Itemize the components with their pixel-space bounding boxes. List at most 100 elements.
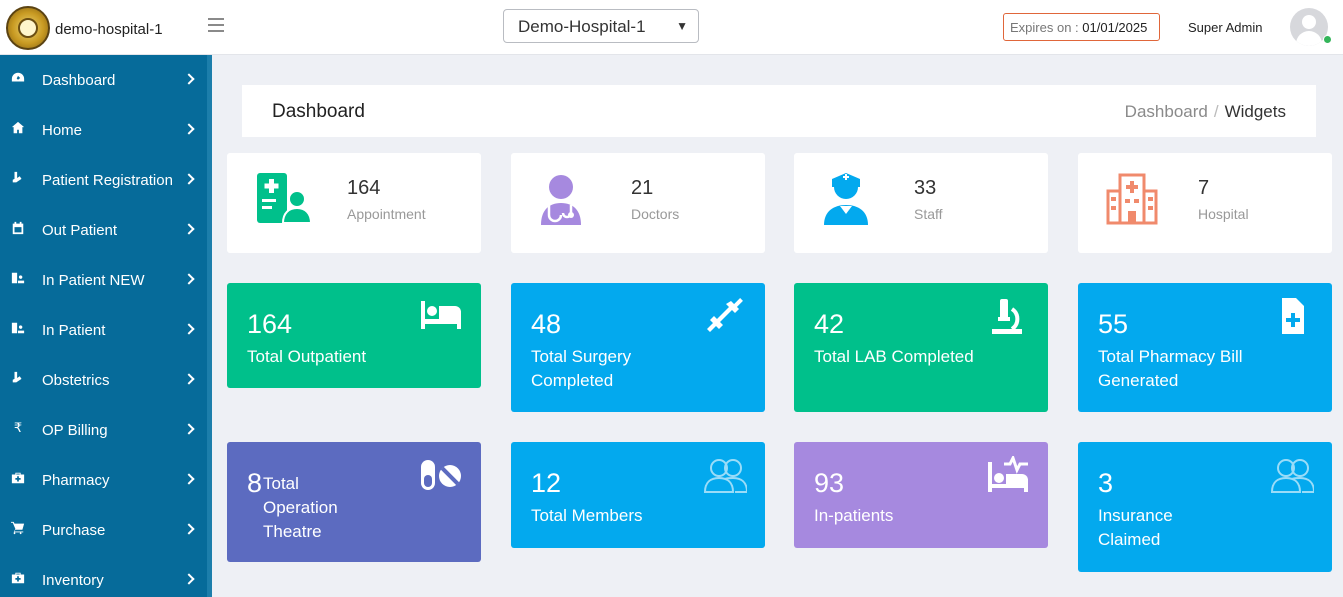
expiry-badge: Expires on : 01/01/2025 [1003,13,1160,41]
sidebar-item-out-patient[interactable]: Out Patient [0,205,207,255]
cart-icon [11,521,25,535]
total-lab-label: Total LAB Completed [814,347,974,366]
chevron-right-icon [183,473,195,485]
chevron-right-icon [183,423,195,435]
home-icon [11,121,25,134]
doctor-icon [541,175,581,225]
total-members-widget[interactable]: 12 Total Members [511,442,765,548]
in-patients-widget[interactable]: 93 In-patients [794,442,1048,548]
chevron-right-icon [183,123,195,135]
top-bar: demo-hospital-1 Demo-Hospital-1 ▼ Expire… [0,0,1343,55]
hospital-count: 7 [1198,177,1210,199]
total-pharmacy-value: 55 [1098,309,1129,339]
chevron-right-icon [183,173,195,185]
obstetrics-icon [12,371,22,383]
nurse-icon [824,173,868,225]
chevron-right-icon [183,323,195,335]
medkit-icon [11,472,25,484]
patient-file-icon [257,173,313,224]
registration-icon [12,171,22,183]
avatar[interactable] [1290,8,1328,46]
page-title: Dashboard [272,101,365,122]
total-operation-theatre-widget[interactable]: 8 Total Operation Theatre [227,442,481,562]
expiry-date: 01/01/2025 [1082,20,1148,35]
hospital-select[interactable]: Demo-Hospital-1 ▼ [503,9,699,43]
procedures-icon [988,456,1028,492]
appointment-count: 164 [347,177,381,199]
sidebar-item-in-patient-new[interactable]: In Patient NEW [0,255,207,305]
page-header: Dashboard Dashboard / Widgets [242,85,1316,137]
total-operation-theatre-value: 8 [247,468,263,498]
bed-user-icon [11,272,25,284]
breadcrumb: Dashboard / Widgets [1124,102,1286,121]
user-name[interactable]: Super Admin [1188,20,1263,35]
total-lab-widget[interactable]: 42 Total LAB Completed [794,283,1048,412]
breadcrumb-widgets: Widgets [1224,102,1286,121]
chevron-right-icon [183,223,195,235]
chevron-right-icon [183,373,195,385]
chevron-down-icon: ▼ [676,19,688,33]
hospital-select-value: Demo-Hospital-1 [518,17,646,36]
users-icon [703,459,747,493]
insurance-claimed-label: Insurance Claimed [1098,506,1173,549]
chevron-right-icon [183,273,195,285]
staff-stat-card[interactable]: 33 Staff [794,153,1048,253]
total-pharmacy-widget[interactable]: 55 Total Pharmacy Bill Generated [1078,283,1332,412]
total-members-value: 12 [531,468,562,498]
appointment-stat-card[interactable]: 164 Appointment [227,153,481,253]
total-outpatient-label: Total Outpatient [247,347,367,366]
hospital-label: Hospital [1198,206,1249,222]
sidebar-item-dashboard[interactable]: Dashboard [0,55,207,105]
insurance-claimed-widget[interactable]: 3 Insurance Claimed [1078,442,1332,572]
pills-icon [421,460,461,490]
online-status-icon [1323,35,1332,44]
total-members-label: Total Members [531,506,643,525]
sidebar-item-obstetrics[interactable]: Obstetrics [0,355,207,405]
users-icon [1270,459,1314,493]
appointment-label: Appointment [347,206,426,222]
sidebar: Dashboard Home Patient Registration Out … [0,55,212,597]
total-surgery-widget[interactable]: 48 Total Surgery Completed [511,283,765,412]
sidebar-item-inventory[interactable]: Inventory [0,555,207,597]
doctors-stat-card[interactable]: 21 Doctors [511,153,765,253]
syringe-icon [707,298,743,332]
sidebar-item-pharmacy[interactable]: Pharmacy [0,455,207,505]
total-outpatient-value: 164 [247,309,293,339]
sidebar-item-purchase[interactable]: Purchase [0,505,207,555]
hamburger-menu-icon[interactable] [208,18,224,32]
rupee-icon: ₹ [13,420,23,435]
in-patients-label: In-patients [814,506,894,525]
file-medical-icon [1282,298,1304,334]
total-lab-value: 42 [814,309,845,339]
insurance-claimed-value: 3 [1098,468,1114,498]
chevron-right-icon [183,573,195,585]
in-patients-value: 93 [814,468,845,498]
bed-icon [421,301,461,329]
expiry-label: Expires on : [1010,20,1079,35]
sidebar-item-patient-registration[interactable]: Patient Registration [0,155,207,205]
breadcrumb-dashboard[interactable]: Dashboard [1124,102,1208,121]
chevron-right-icon [183,73,195,85]
staff-count: 33 [914,177,937,199]
calendar-icon [12,221,24,235]
sidebar-item-in-patient[interactable]: In Patient [0,305,207,355]
sidebar-item-op-billing[interactable]: ₹ OP Billing [0,405,207,455]
bed-user-icon [11,322,25,334]
total-operation-theatre-label: Total Operation Theatre [263,474,338,541]
doctors-label: Doctors [631,206,680,222]
medkit-icon [11,572,25,584]
hospital-logo[interactable] [6,6,50,50]
microscope-icon [992,299,1022,334]
doctors-count: 21 [631,177,654,199]
chevron-right-icon [183,523,195,535]
hospital-building-icon [1106,173,1158,225]
staff-label: Staff [914,206,943,222]
total-outpatient-widget[interactable]: 164 Total Outpatient [227,283,481,388]
total-surgery-value: 48 [531,309,562,339]
total-pharmacy-label: Total Pharmacy Bill Generated [1098,347,1243,390]
sidebar-item-home[interactable]: Home [0,105,207,155]
dashboard-icon [11,72,25,82]
total-surgery-label: Total Surgery Completed [531,347,632,390]
hospital-stat-card[interactable]: 7 Hospital [1078,153,1332,253]
brand-name[interactable]: demo-hospital-1 [55,21,163,38]
